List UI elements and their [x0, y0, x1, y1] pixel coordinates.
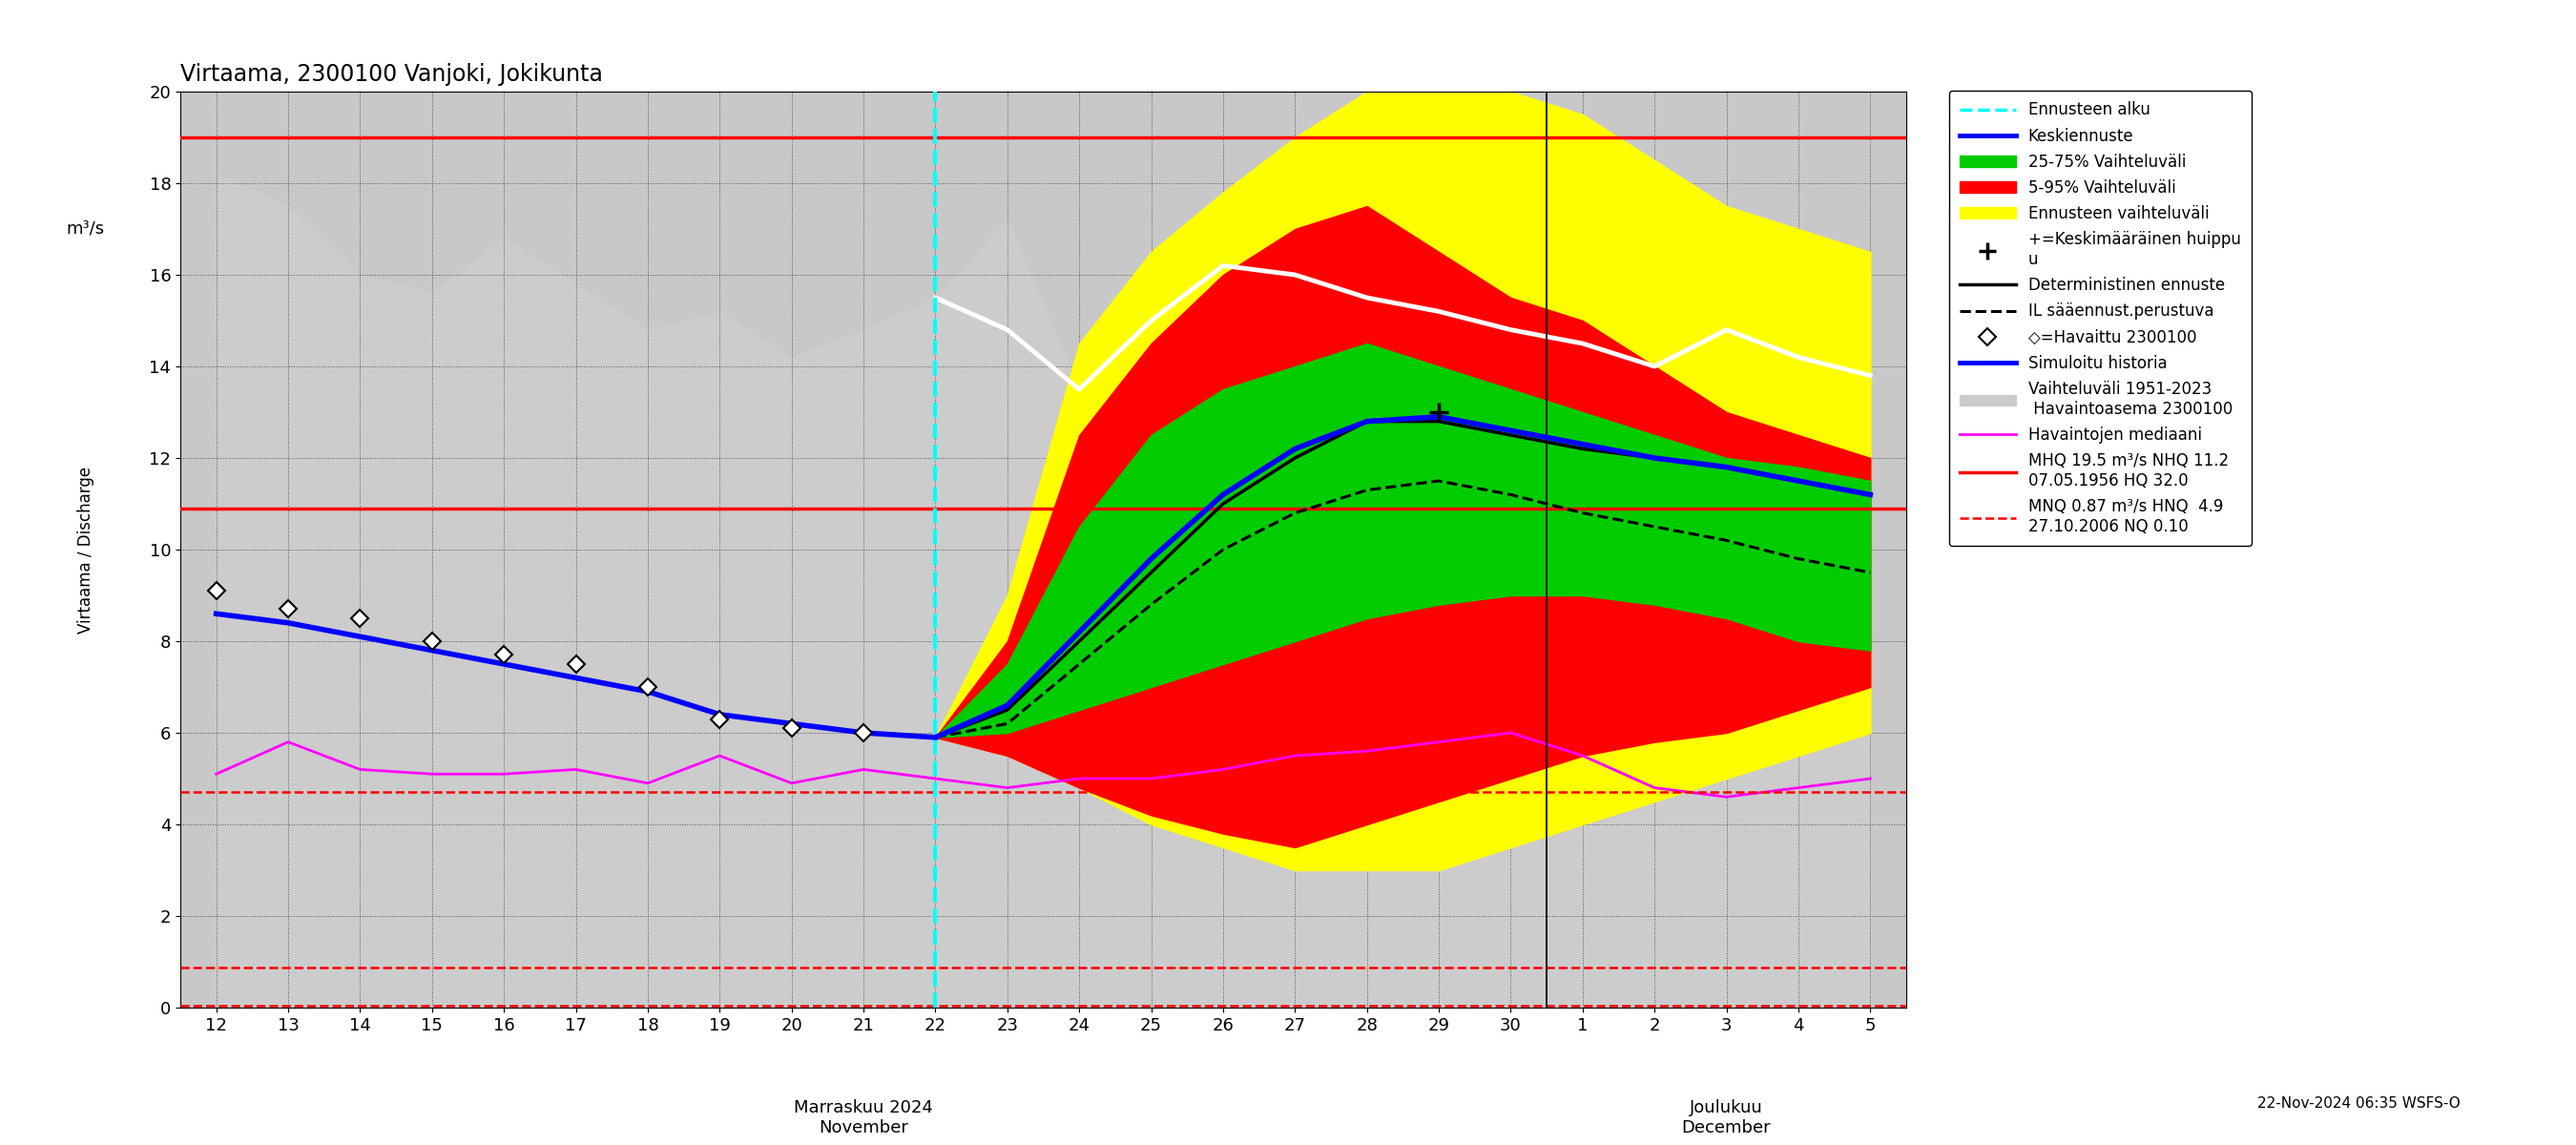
Text: 22-Nov-2024 06:35 WSFS-O: 22-Nov-2024 06:35 WSFS-O	[2257, 1097, 2460, 1111]
Text: Virtaama / Discharge: Virtaama / Discharge	[77, 466, 93, 633]
Text: Virtaama, 2300100 Vanjoki, Jokikunta: Virtaama, 2300100 Vanjoki, Jokikunta	[180, 63, 603, 86]
Legend: Ennusteen alku, Keskiennuste, 25-75% Vaihteluväli, 5-95% Vaihteluväli, Ennusteen: Ennusteen alku, Keskiennuste, 25-75% Vai…	[1947, 90, 2251, 546]
Text: m³/s: m³/s	[67, 220, 106, 237]
Text: Marraskuu 2024
November: Marraskuu 2024 November	[793, 1099, 933, 1136]
Text: Joulukuu
December: Joulukuu December	[1682, 1099, 1772, 1136]
